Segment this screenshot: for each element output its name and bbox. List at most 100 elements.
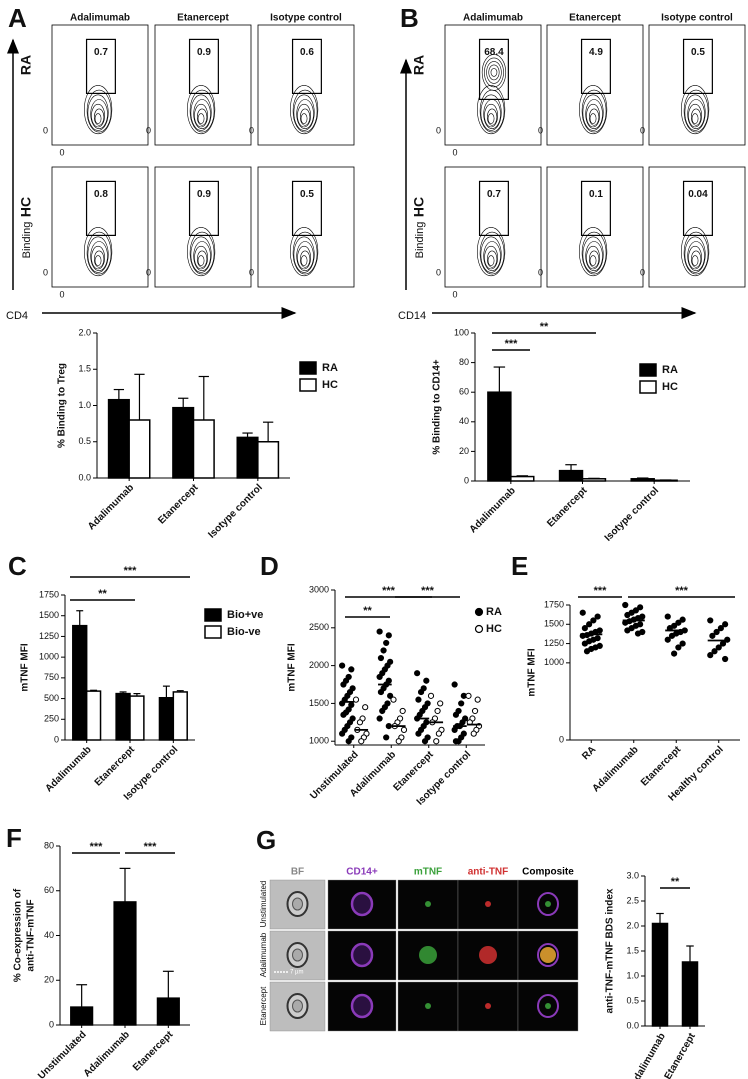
- gate-label: 0.7: [487, 189, 501, 200]
- x-tick-label: Etanercept: [156, 482, 201, 527]
- contour: [581, 89, 607, 133]
- column-header: Adalimumab: [463, 13, 523, 24]
- y-tick-label: 1000: [544, 657, 564, 667]
- panel-letter: D: [260, 551, 279, 581]
- x-axis-title: CD4: [6, 310, 28, 322]
- significance-label: ***: [144, 841, 158, 853]
- dot: [421, 738, 429, 745]
- flow-plot: [648, 24, 746, 146]
- axis-zero: 0: [452, 289, 457, 299]
- dot: [437, 700, 444, 707]
- dot: [451, 681, 458, 688]
- row-label: RA: [411, 55, 427, 75]
- channel-header: mTNF: [414, 867, 442, 878]
- y-tick-label: 2.0: [78, 327, 91, 337]
- dot: [717, 625, 724, 632]
- dot: [356, 719, 364, 726]
- gate: [580, 180, 611, 236]
- scale-bar-label: 7 µm: [290, 970, 303, 976]
- dot: [581, 640, 588, 647]
- y-tick-label: 0.5: [78, 436, 91, 446]
- cell: [540, 947, 556, 963]
- significance-label: ***: [505, 338, 519, 350]
- panel-letter: C: [8, 551, 27, 581]
- contour: [683, 231, 709, 275]
- dot: [722, 655, 729, 663]
- dot: [435, 730, 442, 737]
- y-tick-label: 1000: [39, 652, 59, 662]
- contour: [190, 94, 212, 131]
- dot: [579, 609, 586, 616]
- contour: [193, 99, 211, 130]
- contour: [299, 250, 311, 268]
- y-tick-label: 3000: [309, 584, 329, 594]
- bar: [107, 398, 130, 479]
- flow-plot: [154, 166, 252, 288]
- y-tick-label: 1.0: [78, 400, 91, 410]
- dot: [713, 628, 720, 636]
- y-tick-label: 1250: [544, 638, 564, 648]
- dot: [339, 662, 346, 669]
- dot: [417, 688, 425, 696]
- y-tick-label: 250: [44, 714, 59, 724]
- x-tick-label: Isotype control: [603, 485, 662, 544]
- contour: [300, 255, 308, 266]
- bar: [128, 419, 151, 479]
- contour: [289, 227, 319, 277]
- contour: [691, 255, 699, 266]
- dot: [664, 636, 671, 643]
- contour: [90, 241, 108, 272]
- gate-label: 0.1: [589, 189, 603, 200]
- flow-plot: [51, 24, 149, 146]
- contour: [487, 113, 495, 124]
- y-tick-label: 1750: [39, 589, 59, 599]
- gate-label: 0.9: [197, 47, 211, 58]
- y-axis-title: % Binding to CD14+: [432, 359, 443, 454]
- y-tick-label: 0.0: [78, 472, 91, 482]
- dot: [583, 648, 591, 655]
- legend-label: HC: [662, 381, 678, 393]
- gate: [682, 180, 713, 236]
- x-tick-label: Adalimumab: [82, 1029, 132, 1079]
- cell: [545, 901, 551, 907]
- y-tick-label: 80: [459, 357, 469, 367]
- contour: [87, 94, 109, 131]
- dot: [675, 619, 682, 626]
- cell: [537, 994, 559, 1018]
- y-tick-label: 2.0: [626, 920, 639, 930]
- panel-letter: E: [511, 551, 528, 581]
- x-tick-label: Isotype control: [206, 482, 265, 541]
- y-tick-label: 0.0: [626, 1020, 639, 1030]
- dot: [675, 644, 682, 651]
- axis-zero: 0: [436, 267, 441, 277]
- bar: [558, 469, 584, 482]
- y-tick-label: 2000: [309, 660, 329, 670]
- dot: [637, 604, 644, 611]
- dot: [434, 707, 441, 715]
- significance-label: ***: [90, 841, 104, 853]
- gate-label: 68.4: [484, 47, 504, 58]
- dot: [624, 627, 631, 634]
- y-tick-label: 80: [44, 840, 54, 850]
- y-tick-label: 0.5: [626, 995, 639, 1005]
- y-axis-title: % Binding to Treg: [57, 363, 68, 448]
- cell: [485, 901, 491, 907]
- bar: [630, 478, 655, 482]
- contour: [91, 103, 105, 128]
- dot: [452, 738, 460, 745]
- axis-zero: 0: [59, 289, 64, 299]
- gate: [478, 180, 509, 236]
- y-tick-label: 1750: [544, 599, 564, 609]
- contour: [86, 231, 112, 275]
- x-tick-label: Etanercept: [93, 744, 138, 789]
- gate: [478, 38, 509, 101]
- contour: [194, 103, 208, 128]
- flow-plot: [546, 24, 644, 146]
- flow-plot: [546, 166, 644, 288]
- axis-zero: 0: [640, 267, 645, 277]
- dot: [379, 707, 386, 715]
- contour: [292, 231, 318, 275]
- dot: [594, 613, 601, 620]
- dot: [586, 621, 593, 628]
